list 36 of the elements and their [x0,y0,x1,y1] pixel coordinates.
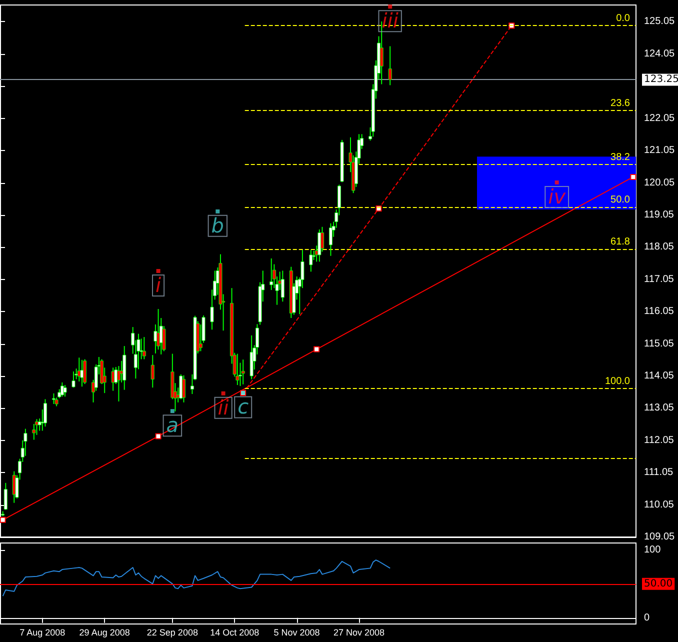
annotation: 50.0 [610,194,630,206]
data-label: ii [218,395,230,420]
y-tick-label: 122.05 [644,112,676,124]
x-tick-label: 14 Oct 2008 [210,628,260,638]
y-tick-label: 121.05 [644,145,676,156]
y-tick-label: 0 [644,612,650,624]
y-tick-label: 114.05 [644,370,674,382]
y-tick-label: 111.05 [644,467,674,478]
ref-line-label: 50.00 [644,578,673,590]
ref-line-label: 123.25 [644,74,678,86]
x-tick-label: 27 Nov 2008 [333,628,385,638]
y-tick-label: 109.05 [644,532,676,542]
x-tick-label: 22 Sep 2008 [146,628,198,638]
x-tick-label: 29 Aug 2008 [79,628,130,638]
y-tick-label: 100 [644,544,662,556]
y-tick-label: 118.05 [644,242,674,253]
y-tick-label: 119.05 [644,209,674,220]
data-label: i [156,273,162,297]
x-tick-label: 5 Nov 2008 [274,628,320,638]
y-tick-label: 115.05 [644,338,674,350]
y-tick-label: 125.05 [644,16,676,28]
y-tick-label: 110.05 [644,499,674,510]
data-label: b [211,213,224,238]
data-label: iv [548,184,567,208]
y-tick-label: 124.05 [644,48,676,60]
y-tick-label: 116.05 [644,306,674,318]
y-tick-label: 113.05 [644,402,674,414]
x-tick-label: 7 Aug 2008 [20,628,66,638]
annotation: 100.0 [604,376,630,388]
y-tick-label: 117.05 [644,274,674,285]
y-tick-label: 120.05 [644,177,676,188]
annotation: 61.8 [610,236,630,248]
annotation: 0.0 [616,13,630,24]
data-label: c [238,394,249,419]
annotation: 23.6 [610,98,630,109]
y-tick-label: 112.05 [644,434,674,446]
